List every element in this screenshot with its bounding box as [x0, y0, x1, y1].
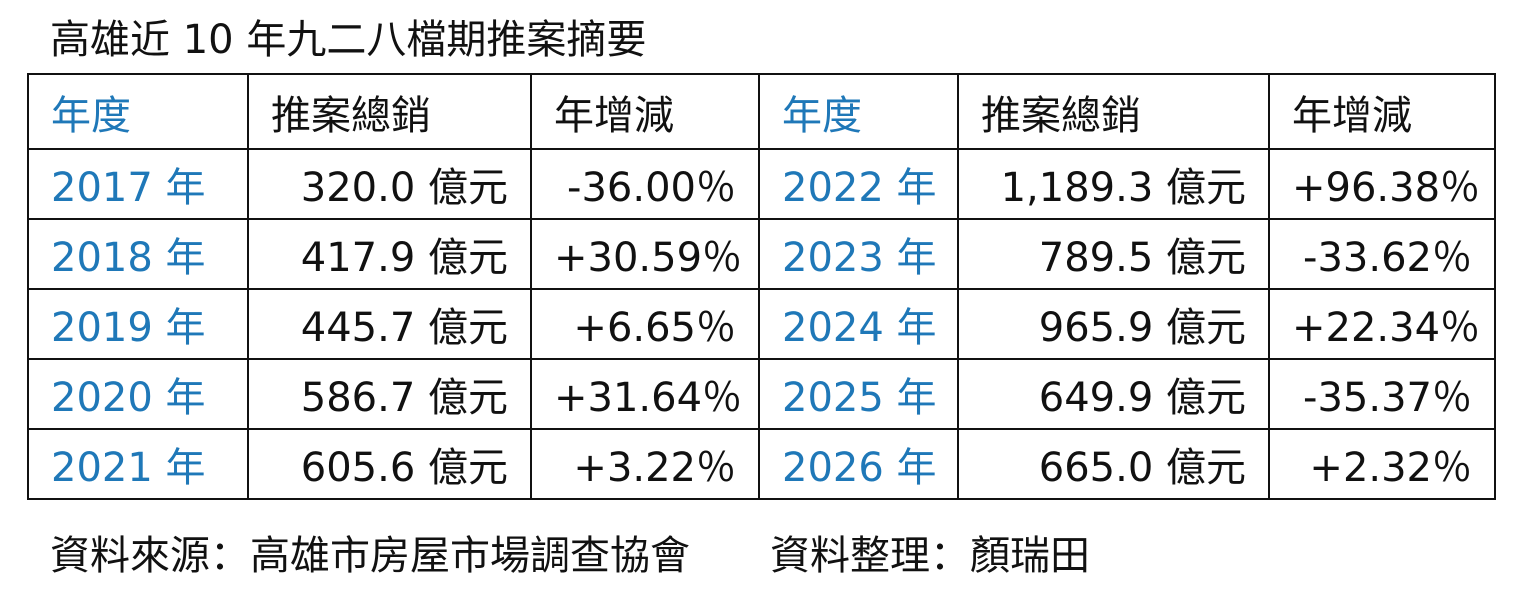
table-cell: 2019 年 [27, 288, 249, 360]
table-cell: 417.9 億元 [247, 218, 532, 290]
table-cell: 2021 年 [27, 428, 249, 500]
header-cell: 年增減 [1268, 73, 1496, 150]
table-cell: 2020 年 [27, 358, 249, 430]
table-cell: 2025 年 [758, 358, 959, 430]
table-cell: -36.00％ [530, 148, 760, 220]
table-cell: 665.0 億元 [957, 428, 1270, 500]
table-cell: 2018 年 [27, 218, 249, 290]
table-cell: +96.38％ [1268, 148, 1496, 220]
header-row: 年度 推案總銷 年增減 年度 推案總銷 年增減 [27, 73, 1496, 150]
table-row: 2021 年 605.6 億元 +3.22％ 2026 年 665.0 億元 +2.32％ [27, 428, 1496, 500]
table-cell: 649.9 億元 [957, 358, 1270, 430]
table-cell: 2017 年 [27, 148, 249, 220]
table-cell: +31.64％ [530, 358, 760, 430]
table-row: 2017 年 320.0 億元 -36.00％ 2022 年 1,189.3 億元 +96… [27, 148, 1496, 220]
table-cell: 445.7 億元 [247, 288, 532, 360]
table-cell: +22.34％ [1268, 288, 1496, 360]
table-body: 年度 推案總銷 年增減 年度 推案總銷 年增減 2017 年 320.0 億元 -36.00％ 2… [27, 73, 1496, 500]
table-cell: +2.32％ [1268, 428, 1496, 500]
table-cell: -35.37％ [1268, 358, 1496, 430]
table-row: 2018 年 417.9 億元 +30.59％ 2023 年 789.5 億元 -33.6… [27, 218, 1496, 290]
table-cell: 586.7 億元 [247, 358, 532, 430]
table-cell: +30.59％ [530, 218, 760, 290]
summary-table: 年度 推案總銷 年增減 年度 推案總銷 年增減 2017 年 320.0 億元 -36.00％ 2… [27, 73, 1496, 500]
compiler: 資料整理：顏瑞田 [770, 533, 1090, 579]
header-cell: 推案總銷 [247, 73, 532, 150]
table-cell: 605.6 億元 [247, 428, 532, 500]
table-cell: 965.9 億元 [957, 288, 1270, 360]
table-cell: +3.22％ [530, 428, 760, 500]
table-cell: 320.0 億元 [247, 148, 532, 220]
table-cell: 2023 年 [758, 218, 959, 290]
table-cell: 2022 年 [758, 148, 959, 220]
table-cell: 1,189.3 億元 [957, 148, 1270, 220]
table-cell: 789.5 億元 [957, 218, 1270, 290]
title: 高雄近 10 年九二八檔期推案摘要 [50, 17, 647, 63]
header-cell: 年度 [27, 73, 249, 150]
header-cell: 年度 [758, 73, 959, 150]
table-row: 2020 年 586.7 億元 +31.64％ 2025 年 649.9 億元 -35.3… [27, 358, 1496, 430]
footer: 資料來源：高雄市房屋市場調查協會 資料整理：顏瑞田 [50, 528, 1090, 584]
header-cell: 年增減 [530, 73, 760, 150]
header-cell: 推案總銷 [957, 73, 1270, 150]
source: 資料來源：高雄市房屋市場調查協會 [50, 533, 690, 579]
table-cell: 2026 年 [758, 428, 959, 500]
table-cell: -33.62％ [1268, 218, 1496, 290]
table-row: 2019 年 445.7 億元 +6.65％ 2024 年 965.9 億元 +22.34… [27, 288, 1496, 360]
table-cell: +6.65％ [530, 288, 760, 360]
table-cell: 2024 年 [758, 288, 959, 360]
